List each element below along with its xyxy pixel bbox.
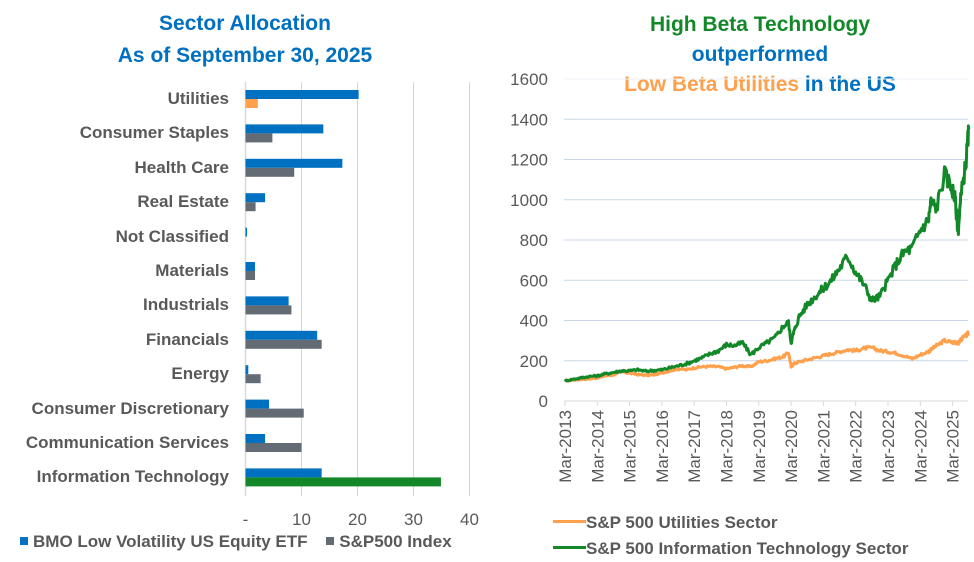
bar-sp500 [245,99,258,108]
x-tick-label: Mar-2013 [556,410,575,483]
legend-line-utilities [553,520,586,524]
bar-etf [245,296,289,306]
bar-etf [245,90,359,99]
bar-etf [245,434,266,443]
category-label: Communication Services [25,433,229,452]
bar-sp500 [245,374,261,384]
x-tick-label: 20 [348,510,367,529]
bar-etf [245,158,343,168]
bar-sp500 [245,202,256,212]
legend-label-etf: BMO Low Volatility US Equity ETF [33,532,308,551]
x-tick-label: Mar-2017 [685,410,704,483]
title-utilities-text: Low Beta Utilities [624,73,800,96]
y-tick-label: 800 [520,231,548,250]
x-tick-label: Mar-2018 [718,410,737,483]
chart-subtitle: As of September 30, 2025 [117,44,373,67]
y-tick-label: 400 [520,312,548,331]
bar-etf [245,399,270,409]
x-tick-label: Mar-2023 [879,410,898,483]
bar-sp500 [245,443,302,452]
y-tick-label: 1400 [510,110,548,129]
x-tick-label: Mar-2015 [621,410,640,483]
title-line-1: High Beta Technology [649,13,871,36]
bar-etf [245,365,249,375]
bar-etf [245,330,318,340]
x-tick-label: 30 [404,510,423,529]
x-tick-label: - [243,510,249,529]
x-tick-label: Mar-2024 [911,410,930,483]
y-tick-label: 1200 [510,151,548,170]
y-tick-label: 200 [520,352,548,371]
category-label: Industrials [143,295,229,315]
bar-legend: BMO Low Volatility US Equity ETF S&P500 … [20,532,452,552]
legend-item-it: S&P 500 Information Technology Sector [553,536,908,562]
bar-etf [245,468,322,478]
bar-etf [245,262,256,271]
legend-swatch-sp500 [326,536,335,545]
sector-bar-chart: - 10 20 30 40 [243,82,479,529]
x-tick-label: 10 [292,510,311,529]
y-tick-label: 1000 [510,191,548,210]
x-tick-label: Mar-2021 [814,410,833,483]
category-label: Energy [171,364,229,384]
performance-title: High Beta Technology outperformed Low Be… [560,10,960,100]
x-tick-label: Mar-2020 [782,410,801,483]
legend-item-utilities: S&P 500 Utilities Sector [553,510,908,536]
chart-title: Sector Allocation [159,12,331,35]
x-tick-label: Mar-2016 [653,410,672,483]
category-label: Information Technology [36,467,229,487]
bar-sp500 [245,133,273,143]
bar-etf [245,227,247,237]
y-tick-label: 0 [539,392,548,411]
line-legend: S&P 500 Utilities Sector S&P 500 Informa… [553,510,908,562]
legend-item-sp500: S&P500 Index [326,532,452,551]
category-label: Not Classified [115,226,229,246]
y-tick-label: 1600 [510,70,548,89]
title-us-text: in the US [799,73,896,96]
x-tick-label: Mar-2022 [847,410,866,483]
bar-sp500 [245,477,441,487]
x-tick-label: Mar-2019 [750,410,769,483]
title-line-3: Low Beta Utilities in the US [560,70,960,100]
x-tick-label: 40 [460,510,479,529]
bar-sp500 [245,339,322,349]
category-label: Materials [155,261,229,280]
bar-sp500 [245,167,295,177]
y-tick-label: 600 [520,271,548,290]
title-line-2: outperformed [691,43,829,66]
category-label: Utilities [167,89,229,108]
bar-etf [245,193,266,203]
legend-label-utilities: S&P 500 Utilities Sector [586,513,778,532]
legend-label-it: S&P 500 Information Technology Sector [586,539,909,558]
line-utilities [564,330,970,383]
bar-sp500 [245,271,256,280]
x-tick-label: Mar-2025 [944,410,963,483]
x-tick-label: Mar-2014 [588,410,607,483]
bar-etf [245,124,324,134]
legend-line-it [553,546,586,550]
bar-sp500 [245,305,292,315]
sector-allocation-title: Sector Allocation As of September 30, 20… [0,8,490,72]
bar-sp500 [245,408,304,418]
legend-swatch-etf [20,536,28,545]
category-label: Consumer Staples [79,123,229,143]
category-label: Consumer Discretionary [31,398,229,418]
legend-label-sp500: S&P500 Index [339,532,452,551]
line-information-technology [563,124,971,383]
category-label: Health Care [134,157,229,177]
category-label: Real Estate [137,192,229,212]
legend-item-etf: BMO Low Volatility US Equity ETF [20,532,308,551]
category-label: Financials [145,329,229,349]
